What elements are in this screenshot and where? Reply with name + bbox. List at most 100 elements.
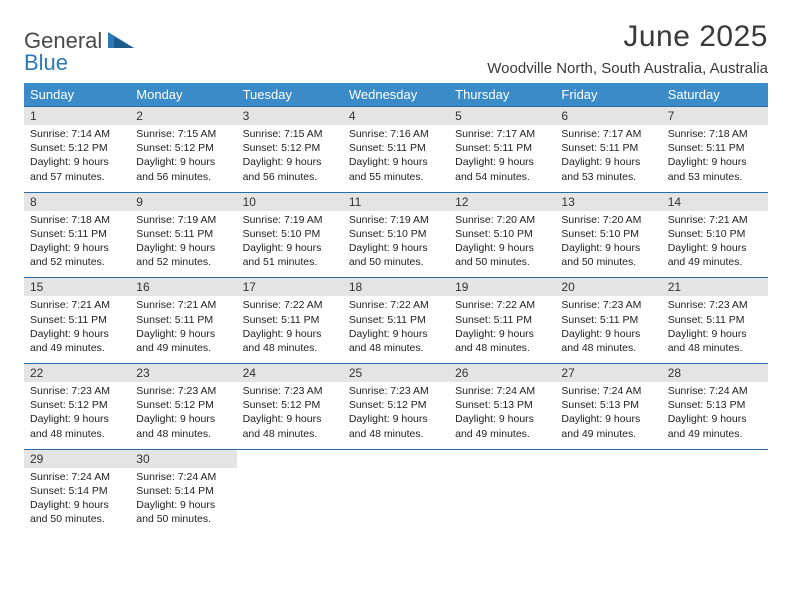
- logo: General: [24, 20, 136, 54]
- day-details: Sunrise: 7:22 AMSunset: 5:11 PMDaylight:…: [237, 296, 343, 363]
- day-details: Sunrise: 7:20 AMSunset: 5:10 PMDaylight:…: [555, 211, 661, 278]
- calendar-day-cell: 21Sunrise: 7:23 AMSunset: 5:11 PMDayligh…: [662, 278, 768, 364]
- calendar-day-cell: 27Sunrise: 7:24 AMSunset: 5:13 PMDayligh…: [555, 364, 661, 450]
- calendar-day-cell: 19Sunrise: 7:22 AMSunset: 5:11 PMDayligh…: [449, 278, 555, 364]
- day-number: 4: [343, 107, 449, 125]
- day-number: 14: [662, 193, 768, 211]
- day-details: Sunrise: 7:23 AMSunset: 5:12 PMDaylight:…: [130, 382, 236, 449]
- calendar-week-row: 22Sunrise: 7:23 AMSunset: 5:12 PMDayligh…: [24, 364, 768, 450]
- day-header: Monday: [130, 83, 236, 107]
- day-header: Thursday: [449, 83, 555, 107]
- calendar-day-cell: 18Sunrise: 7:22 AMSunset: 5:11 PMDayligh…: [343, 278, 449, 364]
- day-number: 8: [24, 193, 130, 211]
- day-details: Sunrise: 7:19 AMSunset: 5:10 PMDaylight:…: [237, 211, 343, 278]
- calendar-day-cell: 16Sunrise: 7:21 AMSunset: 5:11 PMDayligh…: [130, 278, 236, 364]
- calendar-day-cell: 1Sunrise: 7:14 AMSunset: 5:12 PMDaylight…: [24, 107, 130, 193]
- day-details: Sunrise: 7:16 AMSunset: 5:11 PMDaylight:…: [343, 125, 449, 192]
- day-number: 1: [24, 107, 130, 125]
- day-number: 5: [449, 107, 555, 125]
- calendar-day-cell: 30Sunrise: 7:24 AMSunset: 5:14 PMDayligh…: [130, 449, 236, 534]
- day-details: Sunrise: 7:21 AMSunset: 5:10 PMDaylight:…: [662, 211, 768, 278]
- day-details: Sunrise: 7:18 AMSunset: 5:11 PMDaylight:…: [662, 125, 768, 192]
- logo-triangle-icon: [108, 30, 134, 53]
- day-number: 13: [555, 193, 661, 211]
- day-number: 2: [130, 107, 236, 125]
- logo-text-blue: Blue: [24, 50, 68, 75]
- calendar-day-cell: 15Sunrise: 7:21 AMSunset: 5:11 PMDayligh…: [24, 278, 130, 364]
- calendar-day-cell: 29Sunrise: 7:24 AMSunset: 5:14 PMDayligh…: [24, 449, 130, 534]
- day-number: 30: [130, 450, 236, 468]
- day-number: 3: [237, 107, 343, 125]
- calendar-day-cell: 14Sunrise: 7:21 AMSunset: 5:10 PMDayligh…: [662, 192, 768, 278]
- day-number: 6: [555, 107, 661, 125]
- day-details: Sunrise: 7:23 AMSunset: 5:12 PMDaylight:…: [237, 382, 343, 449]
- day-header: Sunday: [24, 83, 130, 107]
- calendar-day-cell: 25Sunrise: 7:23 AMSunset: 5:12 PMDayligh…: [343, 364, 449, 450]
- calendar-day-cell: ..: [343, 449, 449, 534]
- day-details: Sunrise: 7:14 AMSunset: 5:12 PMDaylight:…: [24, 125, 130, 192]
- calendar-day-cell: ..: [662, 449, 768, 534]
- calendar-week-row: 15Sunrise: 7:21 AMSunset: 5:11 PMDayligh…: [24, 278, 768, 364]
- calendar-day-cell: 13Sunrise: 7:20 AMSunset: 5:10 PMDayligh…: [555, 192, 661, 278]
- calendar-day-cell: 23Sunrise: 7:23 AMSunset: 5:12 PMDayligh…: [130, 364, 236, 450]
- day-header: Tuesday: [237, 83, 343, 107]
- calendar-day-cell: 4Sunrise: 7:16 AMSunset: 5:11 PMDaylight…: [343, 107, 449, 193]
- day-number: 24: [237, 364, 343, 382]
- calendar-day-cell: 9Sunrise: 7:19 AMSunset: 5:11 PMDaylight…: [130, 192, 236, 278]
- calendar-day-cell: 17Sunrise: 7:22 AMSunset: 5:11 PMDayligh…: [237, 278, 343, 364]
- day-details: Sunrise: 7:19 AMSunset: 5:11 PMDaylight:…: [130, 211, 236, 278]
- calendar-day-cell: 7Sunrise: 7:18 AMSunset: 5:11 PMDaylight…: [662, 107, 768, 193]
- day-details: Sunrise: 7:17 AMSunset: 5:11 PMDaylight:…: [555, 125, 661, 192]
- day-number: 10: [237, 193, 343, 211]
- day-number: 11: [343, 193, 449, 211]
- day-details: Sunrise: 7:18 AMSunset: 5:11 PMDaylight:…: [24, 211, 130, 278]
- day-number: 28: [662, 364, 768, 382]
- day-number: 22: [24, 364, 130, 382]
- calendar-day-cell: 3Sunrise: 7:15 AMSunset: 5:12 PMDaylight…: [237, 107, 343, 193]
- calendar-day-cell: ..: [449, 449, 555, 534]
- calendar-day-cell: ..: [555, 449, 661, 534]
- day-number: 19: [449, 278, 555, 296]
- day-details: Sunrise: 7:23 AMSunset: 5:12 PMDaylight:…: [24, 382, 130, 449]
- day-details: Sunrise: 7:21 AMSunset: 5:11 PMDaylight:…: [130, 296, 236, 363]
- day-number: 20: [555, 278, 661, 296]
- day-number: 9: [130, 193, 236, 211]
- day-number: 27: [555, 364, 661, 382]
- day-details: Sunrise: 7:24 AMSunset: 5:13 PMDaylight:…: [555, 382, 661, 449]
- calendar-day-cell: 12Sunrise: 7:20 AMSunset: 5:10 PMDayligh…: [449, 192, 555, 278]
- calendar-day-cell: 26Sunrise: 7:24 AMSunset: 5:13 PMDayligh…: [449, 364, 555, 450]
- day-details: Sunrise: 7:24 AMSunset: 5:13 PMDaylight:…: [449, 382, 555, 449]
- header: General June 2025 Woodville North, South…: [24, 20, 768, 77]
- day-details: Sunrise: 7:22 AMSunset: 5:11 PMDaylight:…: [449, 296, 555, 363]
- day-number: 7: [662, 107, 768, 125]
- day-header-row: Sunday Monday Tuesday Wednesday Thursday…: [24, 83, 768, 107]
- calendar-day-cell: 8Sunrise: 7:18 AMSunset: 5:11 PMDaylight…: [24, 192, 130, 278]
- day-number: 17: [237, 278, 343, 296]
- day-number: 16: [130, 278, 236, 296]
- calendar-day-cell: 6Sunrise: 7:17 AMSunset: 5:11 PMDaylight…: [555, 107, 661, 193]
- month-title: June 2025: [487, 20, 768, 54]
- day-details: Sunrise: 7:23 AMSunset: 5:11 PMDaylight:…: [555, 296, 661, 363]
- day-number: 15: [24, 278, 130, 296]
- day-details: Sunrise: 7:21 AMSunset: 5:11 PMDaylight:…: [24, 296, 130, 363]
- calendar-week-row: 8Sunrise: 7:18 AMSunset: 5:11 PMDaylight…: [24, 192, 768, 278]
- calendar-day-cell: 28Sunrise: 7:24 AMSunset: 5:13 PMDayligh…: [662, 364, 768, 450]
- day-details: Sunrise: 7:17 AMSunset: 5:11 PMDaylight:…: [449, 125, 555, 192]
- calendar-day-cell: 22Sunrise: 7:23 AMSunset: 5:12 PMDayligh…: [24, 364, 130, 450]
- day-details: Sunrise: 7:23 AMSunset: 5:11 PMDaylight:…: [662, 296, 768, 363]
- logo-blue-wrap: Blue: [24, 50, 68, 76]
- calendar-table: Sunday Monday Tuesday Wednesday Thursday…: [24, 83, 768, 534]
- day-details: Sunrise: 7:24 AMSunset: 5:14 PMDaylight:…: [24, 468, 130, 535]
- title-block: June 2025 Woodville North, South Austral…: [487, 20, 768, 77]
- day-details: Sunrise: 7:24 AMSunset: 5:13 PMDaylight:…: [662, 382, 768, 449]
- day-number: 21: [662, 278, 768, 296]
- day-details: Sunrise: 7:15 AMSunset: 5:12 PMDaylight:…: [237, 125, 343, 192]
- day-header: Wednesday: [343, 83, 449, 107]
- location-text: Woodville North, South Australia, Austra…: [487, 60, 768, 77]
- day-details: Sunrise: 7:20 AMSunset: 5:10 PMDaylight:…: [449, 211, 555, 278]
- day-number: 23: [130, 364, 236, 382]
- day-details: Sunrise: 7:19 AMSunset: 5:10 PMDaylight:…: [343, 211, 449, 278]
- calendar-day-cell: ..: [237, 449, 343, 534]
- day-number: 29: [24, 450, 130, 468]
- calendar-day-cell: 24Sunrise: 7:23 AMSunset: 5:12 PMDayligh…: [237, 364, 343, 450]
